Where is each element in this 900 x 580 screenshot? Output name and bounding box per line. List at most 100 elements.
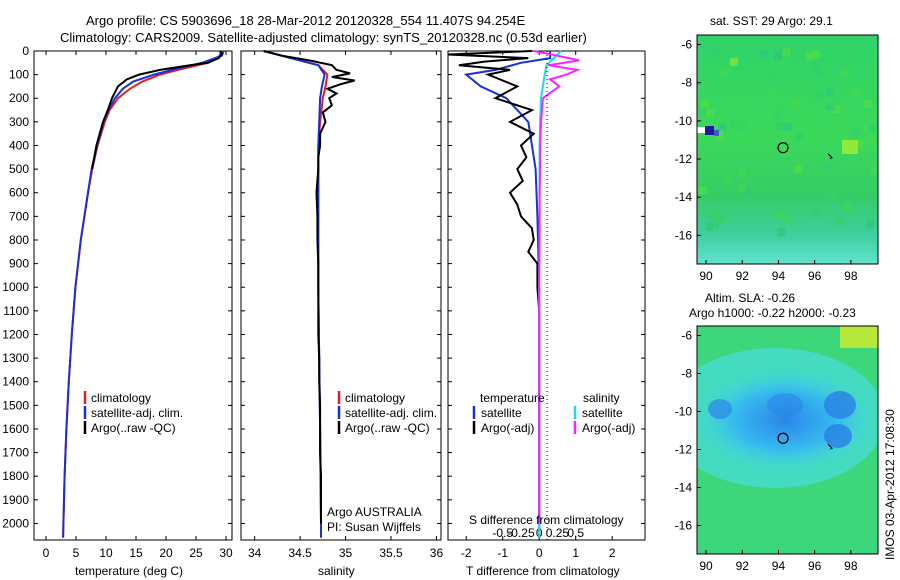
sla-low-core (824, 424, 852, 448)
s-tick-label: -0.25 (507, 526, 535, 540)
sst-pixel (720, 67, 729, 76)
map-y-tick-label: -12 (675, 443, 693, 457)
sst-pixel (870, 166, 878, 175)
sst-pixel (750, 40, 759, 49)
sst-pixel (782, 47, 791, 56)
map-x-tick-label: 96 (808, 559, 822, 573)
float-track (827, 153, 833, 160)
map-x-tick-label: 90 (699, 559, 713, 573)
sst-pixel (828, 191, 837, 200)
sst-pixel (769, 171, 778, 180)
sst-pixel (777, 228, 786, 237)
x-tick-label: 35 (339, 546, 353, 560)
cold-pixel (714, 130, 719, 136)
x-tick-label: 5 (73, 546, 80, 560)
difference-axes: -2 -1 0 1 2-0.5-0.25 0 0.250.5 (447, 50, 645, 560)
legend-label-argo: Argo(..raw -QC) (91, 421, 176, 435)
sst-pixel (734, 113, 743, 122)
sla-bright-corner (840, 326, 878, 348)
sst-pixel (812, 50, 821, 59)
salinity-axes: 34 34.5 35 35.5 36 (241, 50, 443, 560)
legend-title-temperature: temperature (480, 391, 545, 405)
map-x-tick-label: 98 (844, 269, 858, 283)
sst-pixel (773, 110, 782, 119)
sst-pixel (711, 48, 720, 57)
footer-timestamp: IMOS 03-Apr-2012 17:08:30 (883, 409, 897, 560)
salinity-xlabel: salinity (318, 564, 355, 578)
sst-pixel (869, 124, 878, 133)
sst-pixel (738, 169, 747, 178)
sst-pixel (724, 176, 732, 185)
salinity-legend: climatology satellite-adj. clim. Argo(..… (327, 391, 437, 534)
map-x-tick-label: 92 (736, 269, 750, 283)
x-tick-label: 0 (536, 546, 543, 560)
salinity-panel (240, 50, 442, 541)
sst-pixel (779, 60, 788, 68)
map-x-tick-label: 96 (808, 269, 822, 283)
sst-pixel (842, 203, 851, 212)
sst-pixel (711, 39, 720, 48)
sst-pixel (744, 188, 753, 197)
sla-map-subtitle: Argo h1000: -0.22 h2000: -0.23 (689, 306, 856, 320)
series-line (62, 50, 225, 538)
s-tick-label: -0.5 (492, 526, 513, 540)
y-tick-label: 300 (9, 115, 29, 129)
temperature-xlabel: temperature (deg C) (75, 564, 183, 578)
y-tick-label: 2000 (2, 516, 29, 530)
sst-pixel (795, 132, 804, 141)
legend-label-sal-satellite: satellite (582, 406, 623, 420)
map-y-tick-label: -16 (675, 228, 693, 242)
legend-label-sal-argo: Argo(-adj) (582, 421, 635, 435)
legend-title-salinity: salinity (583, 391, 620, 405)
y-tick-label: 700 (9, 209, 29, 223)
y-tick-label: 1500 (2, 398, 29, 412)
legend-label-argo: Argo(..raw -QC) (345, 421, 430, 435)
sst-pixel (802, 115, 811, 124)
sla-low-core (824, 391, 856, 419)
s-tick-label: 0.25 (546, 526, 570, 540)
warm-pixel (730, 58, 738, 66)
sst-pixel (822, 162, 831, 171)
sst-pixel (774, 50, 782, 59)
x-tick-label: 1 (572, 546, 579, 560)
x-tick-label: -2 (461, 546, 472, 560)
y-tick-label: 900 (9, 257, 29, 271)
legend-label-climatology: climatology (91, 391, 151, 405)
difference-xlabel-top: S difference from climatology (469, 513, 624, 527)
y-tick-label: 400 (9, 138, 29, 152)
map-y-tick-label: -8 (681, 367, 692, 381)
series-line (62, 50, 223, 538)
series-line (263, 50, 355, 524)
y-tick-label: 1800 (2, 469, 29, 483)
sst-pixel (730, 118, 739, 127)
argo-position-marker (777, 142, 789, 154)
sst-pixel (815, 68, 824, 77)
argo-program-label: Argo AUSTRALIA (327, 505, 422, 519)
sla-map: Altim. SLA: -0.26 Argo h1000: -0.22 h200… (675, 291, 879, 574)
sst-patches (698, 39, 878, 237)
map-x-tick-label: 92 (736, 559, 750, 573)
y-tick-label: 0 (22, 44, 29, 58)
sst-pixel (814, 91, 823, 100)
sst-pixel (783, 122, 792, 131)
sst-pixel (864, 137, 873, 146)
sla-low-region (697, 368, 875, 472)
sst-pixel (737, 94, 746, 103)
map-y-tick-label: -6 (681, 329, 692, 343)
sst-pixel (826, 102, 835, 111)
sla-map-axes: 90 92 94 96 98 -6 -8 -10 -12 -14 -16 (675, 329, 858, 574)
y-tick-label: 600 (9, 186, 29, 200)
sst-pixel (834, 218, 843, 226)
sst-pixel (811, 62, 820, 71)
map-x-tick-label: 98 (844, 559, 858, 573)
map-y-tick-label: -6 (681, 38, 692, 52)
y-tick-label: 1700 (2, 446, 29, 460)
sst-pixel (784, 216, 793, 225)
series-line (533, 50, 582, 524)
cold-pixel (705, 126, 714, 135)
sst-pixel (759, 50, 768, 59)
map-x-tick-label: 90 (699, 269, 713, 283)
sst-pixel (806, 52, 815, 61)
x-tick-label: 25 (189, 546, 203, 560)
